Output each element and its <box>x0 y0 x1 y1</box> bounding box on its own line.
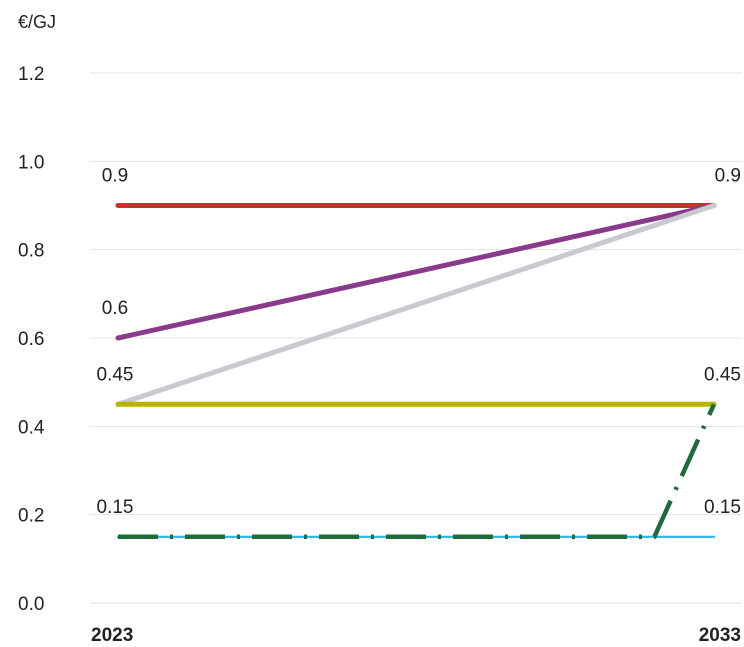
data-label: 0.6 <box>102 298 128 319</box>
data-label: 0.9 <box>102 166 128 187</box>
gridlines <box>90 72 742 604</box>
series-line-2 <box>115 203 717 341</box>
series-line-3 <box>115 203 717 407</box>
data-label: 0.9 <box>715 166 741 187</box>
x-axis-ticks: 2023 2033 <box>91 625 741 646</box>
y-tick-label: 0.2 <box>18 506 44 527</box>
series-line-6 <box>118 403 717 540</box>
y-tick-label: 0.4 <box>18 417 45 438</box>
y-tick-label: 0.6 <box>18 329 44 350</box>
data-label: 0.15 <box>97 497 134 518</box>
series-lines <box>115 203 717 540</box>
data-label: 0.45 <box>704 364 741 385</box>
y-tick-label: 0.0 <box>18 594 44 615</box>
data-label: 0.45 <box>97 364 134 385</box>
y-unit-label: €/GJ <box>18 12 56 32</box>
y-tick-label: 1.2 <box>18 64 44 85</box>
x-tick-label: 2033 <box>699 625 741 646</box>
y-axis-ticks: 0.0 0.2 0.4 0.6 0.8 1.0 1.2 <box>18 64 45 615</box>
y-tick-label: 1.0 <box>18 152 44 173</box>
y-tick-label: 0.8 <box>18 241 44 262</box>
data-label: 0.15 <box>704 497 741 518</box>
data-labels: 0.9 0.9 0.6 0.45 0.45 0.15 0.15 <box>97 166 741 518</box>
x-tick-label: 2023 <box>91 625 133 646</box>
